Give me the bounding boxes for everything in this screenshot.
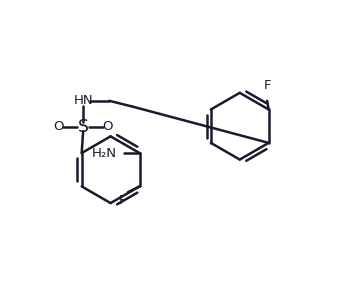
Text: O: O <box>102 120 113 133</box>
Text: O: O <box>53 120 64 133</box>
Text: F: F <box>118 195 126 207</box>
Text: S: S <box>78 118 89 136</box>
Text: F: F <box>263 79 271 92</box>
Text: HN: HN <box>73 94 93 107</box>
Text: H₂N: H₂N <box>92 146 117 159</box>
